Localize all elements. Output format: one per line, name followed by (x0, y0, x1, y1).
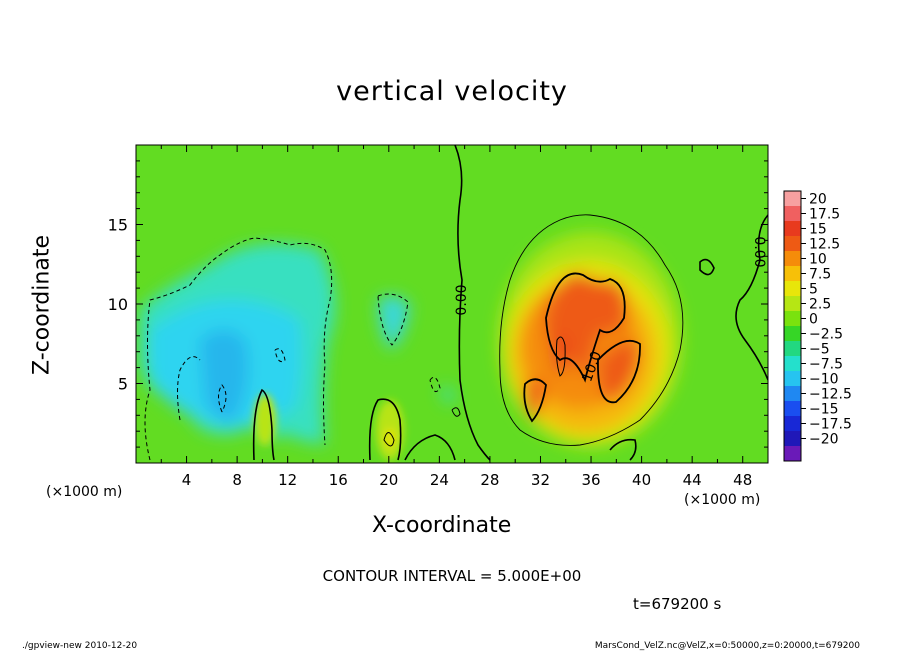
colorbar-label: −2.5 (809, 327, 843, 343)
time-label: t=679200 s (633, 595, 722, 613)
positive-contours (252, 145, 768, 461)
x-tick-label: 24 (430, 471, 449, 489)
footer-right: MarsCond_VelZ.nc@VelZ,x=0:50000,z=0:2000… (594, 641, 860, 651)
velocity-field (136, 145, 768, 463)
x-tick-label: 28 (480, 471, 499, 489)
updraft-region (498, 232, 682, 448)
colorbar-label: −20 (809, 432, 839, 448)
contour-label: 0.00 (454, 284, 470, 315)
weak-updrafts (254, 394, 404, 460)
colorbar-label: −17.5 (809, 417, 852, 433)
y-tick-label: 10 (108, 295, 128, 314)
colorbar-swatch (784, 416, 801, 432)
colorbar-swatch (784, 206, 801, 222)
colorbar-frame (783, 190, 802, 462)
z-unit-label: (×1000 m) (46, 484, 123, 500)
x-tick-label: 44 (683, 471, 702, 489)
colorbar-swatch (784, 296, 801, 312)
colorbar-swatch (784, 401, 801, 417)
x-tick-label: 8 (232, 471, 242, 489)
colorbar-swatch (784, 326, 801, 342)
x-axis-label: X-coordinate (372, 513, 512, 538)
colorbar-swatch (784, 341, 801, 357)
x-unit-label: (×1000 m) (684, 492, 761, 508)
colorbar-label: 12.5 (809, 237, 840, 253)
x-tick-label: 4 (182, 471, 192, 489)
colorbar-swatch (784, 386, 801, 402)
x-tick-label: 12 (278, 471, 297, 489)
contour-interval: CONTOUR INTERVAL = 5.000E+00 (322, 567, 582, 585)
colorbar-swatch (784, 311, 801, 327)
colorbar-label: 20 (809, 192, 827, 208)
x-tick-label: 48 (733, 471, 752, 489)
y-tick-label: 15 (108, 216, 128, 235)
colorbar-label: 2.5 (809, 297, 831, 313)
y-axis-label: Z-coordinate (29, 235, 55, 375)
colorbar-label: 10 (809, 252, 827, 268)
colorbar-label: 17.5 (809, 207, 840, 223)
x-tick-label: 16 (329, 471, 348, 489)
x-tick-label: 36 (581, 471, 600, 489)
contour-label: 0.00 (751, 236, 767, 267)
x-tick-label: 20 (379, 471, 398, 489)
colorbar-swatch (784, 191, 801, 207)
colorbar-swatch (784, 221, 801, 237)
colorbar: 2017.51512.5107.552.50−2.5−5−7.5−10−12.5… (783, 190, 852, 462)
colorbar-swatch (784, 431, 801, 447)
colorbar-label: −7.5 (809, 357, 843, 373)
footer-left: ./gpview-new 2010-12-20 (22, 641, 138, 651)
colorbar-label: 5 (809, 282, 818, 298)
colorbar-swatch (784, 251, 801, 267)
x-tick-label: 32 (531, 471, 550, 489)
colorbar-swatch (784, 266, 801, 282)
colorbar-swatch (784, 236, 801, 252)
colorbar-label: 15 (809, 222, 827, 238)
colorbar-label: −5 (809, 342, 830, 358)
colorbar-label: −10 (809, 372, 839, 388)
colorbar-swatch (784, 371, 801, 387)
chart-title: vertical velocity (336, 76, 568, 107)
colorbar-swatch (784, 446, 801, 462)
negative-contours (144, 237, 441, 461)
x-tick-label: 40 (632, 471, 651, 489)
colorbar-swatch (784, 356, 801, 372)
colorbar-swatch (784, 281, 801, 297)
colorbar-label: 0 (809, 312, 818, 328)
colorbar-label: −12.5 (809, 387, 852, 403)
y-tick-label: 5 (118, 375, 128, 394)
colorbar-label: 7.5 (809, 267, 831, 283)
colorbar-label: −15 (809, 402, 839, 418)
